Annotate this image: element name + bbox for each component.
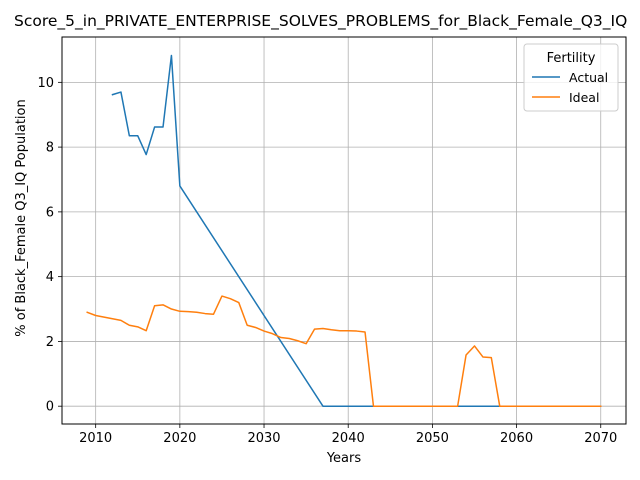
legend-label-ideal: Ideal	[569, 90, 599, 105]
y-tick-label: 2	[46, 335, 54, 350]
legend-box	[523, 43, 619, 112]
series-line-actual	[111, 54, 602, 407]
x-tick-label: 2050	[416, 431, 449, 446]
y-axis-ticks: 0 2 4 6 8 10	[37, 76, 62, 415]
y-tick-label: 6	[46, 205, 54, 220]
chart-title: Score_5_in_PRIVATE_ENTERPRISE_SOLVES_PRO…	[14, 12, 627, 31]
x-tick-label: 2010	[79, 431, 112, 446]
x-axis-ticks: 2010 2020 2030 2040 2050 2060 2070	[79, 424, 617, 446]
x-tick-label: 2020	[163, 431, 196, 446]
y-tick-label: 8	[46, 141, 54, 156]
series-lines	[86, 54, 602, 407]
x-tick-label: 2030	[247, 431, 280, 446]
series-line-ideal	[86, 295, 602, 407]
x-tick-label: 2070	[584, 431, 617, 446]
x-axis-label: Years	[326, 451, 362, 466]
y-tick-label: 10	[37, 76, 54, 91]
legend-label-actual: Actual	[569, 70, 608, 85]
legend-title: Fertility	[547, 51, 596, 66]
x-tick-label: 2060	[500, 431, 533, 446]
x-tick-label: 2040	[332, 431, 365, 446]
legend: Fertility Actual Ideal	[523, 43, 619, 112]
y-tick-label: 0	[46, 400, 54, 415]
y-tick-label: 4	[46, 270, 54, 285]
y-axis-label: % of Black_Female Q3_IQ Population	[14, 99, 29, 336]
plot-area-frame	[61, 36, 627, 425]
